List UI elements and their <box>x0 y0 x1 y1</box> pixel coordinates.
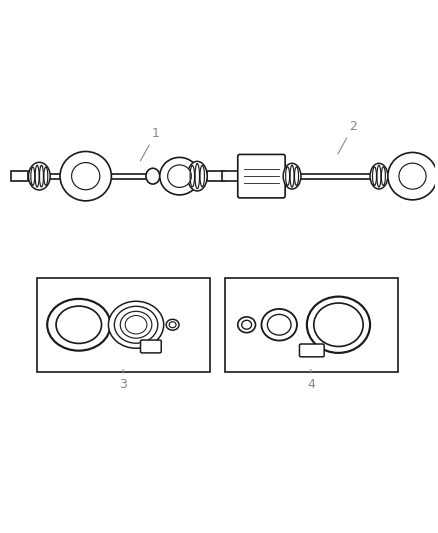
Text: 2: 2 <box>338 120 357 154</box>
Ellipse shape <box>28 163 50 190</box>
Ellipse shape <box>114 306 158 343</box>
Bar <box>222 171 240 181</box>
FancyBboxPatch shape <box>238 155 285 198</box>
Ellipse shape <box>120 311 152 338</box>
Ellipse shape <box>267 314 291 335</box>
Ellipse shape <box>168 165 191 188</box>
Ellipse shape <box>109 301 164 348</box>
FancyBboxPatch shape <box>300 344 324 357</box>
Text: 4: 4 <box>307 369 315 391</box>
Ellipse shape <box>47 299 110 351</box>
Ellipse shape <box>146 168 160 184</box>
Ellipse shape <box>399 163 426 189</box>
Ellipse shape <box>370 163 388 189</box>
Ellipse shape <box>60 151 111 201</box>
Ellipse shape <box>160 157 199 195</box>
Ellipse shape <box>169 322 176 328</box>
Ellipse shape <box>238 317 255 333</box>
Bar <box>207 171 225 181</box>
Ellipse shape <box>261 309 297 341</box>
Ellipse shape <box>166 319 179 330</box>
Ellipse shape <box>187 161 207 191</box>
Bar <box>37 278 210 372</box>
Ellipse shape <box>307 296 370 353</box>
Ellipse shape <box>56 306 102 343</box>
Ellipse shape <box>242 320 251 329</box>
Ellipse shape <box>125 316 147 334</box>
FancyBboxPatch shape <box>141 340 161 353</box>
Ellipse shape <box>283 163 301 189</box>
Ellipse shape <box>388 152 437 200</box>
Ellipse shape <box>314 303 363 346</box>
Bar <box>11 171 28 181</box>
Ellipse shape <box>71 163 100 190</box>
Bar <box>225 278 398 372</box>
Text: 3: 3 <box>119 369 127 391</box>
Text: 1: 1 <box>140 127 160 161</box>
